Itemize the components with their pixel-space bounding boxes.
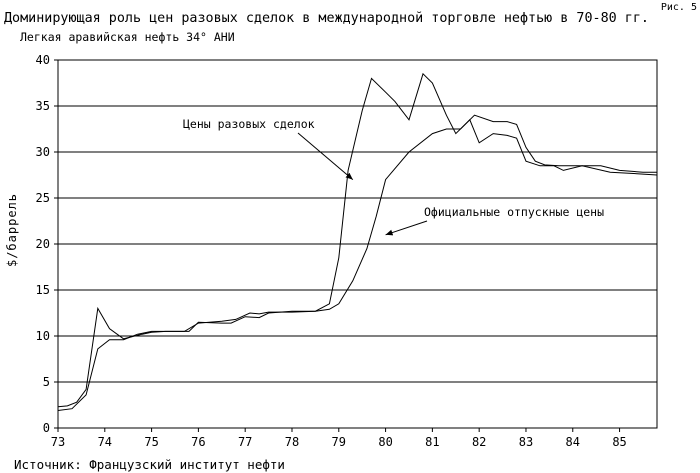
gridlines (58, 105, 657, 383)
figure-label: Рис. 5 (660, 2, 697, 13)
y-axis: 0 5 10 15 20 25 30 35 40 (36, 53, 58, 435)
y-tick-label: 35 (36, 99, 50, 113)
x-tick-label: 81 (425, 435, 439, 449)
x-tick-label: 85 (612, 435, 626, 449)
x-tick-label: 84 (566, 435, 580, 449)
annotation-arrow-0 (297, 132, 354, 180)
source-note: Источник: Французский институт нефти (14, 457, 285, 472)
x-tick-label: 79 (332, 435, 346, 449)
y-tick-label: 25 (36, 191, 50, 205)
annotation-label-0: Цены разовых сделок (183, 117, 315, 131)
x-axis: 73 74 75 76 77 78 79 80 81 82 83 84 85 (51, 428, 627, 449)
annotations: Цены разовых сделок Официальные отпускные… (183, 117, 604, 236)
y-tick-label: 0 (43, 421, 50, 435)
x-tick-label: 80 (378, 435, 392, 449)
series-line-0 (57, 72, 658, 408)
x-tick-label: 78 (285, 435, 299, 449)
chart-title: Доминирующая роль цен разовых сделок в м… (4, 11, 649, 26)
annotation-arrow-1 (385, 220, 428, 236)
chart-subtitle: Легкая аравийская нефть 34° АНИ (20, 30, 235, 44)
x-tick-label: 73 (51, 435, 65, 449)
y-tick-label: 40 (36, 53, 50, 67)
y-tick-label: 15 (36, 283, 50, 297)
y-tick-label: 10 (36, 329, 50, 343)
x-tick-label: 77 (238, 435, 252, 449)
y-tick-label: 20 (36, 237, 50, 251)
annotation-label-1: Официальные отпускные цены (424, 205, 604, 219)
series-lines (57, 72, 658, 411)
y-tick-label: 5 (43, 375, 50, 389)
x-tick-label: 83 (519, 435, 533, 449)
x-tick-label: 76 (191, 435, 205, 449)
series-line-1 (57, 114, 657, 411)
x-tick-label: 82 (472, 435, 486, 449)
x-tick-label: 75 (144, 435, 158, 449)
y-tick-label: 30 (36, 145, 50, 159)
x-tick-label: 74 (98, 435, 112, 449)
